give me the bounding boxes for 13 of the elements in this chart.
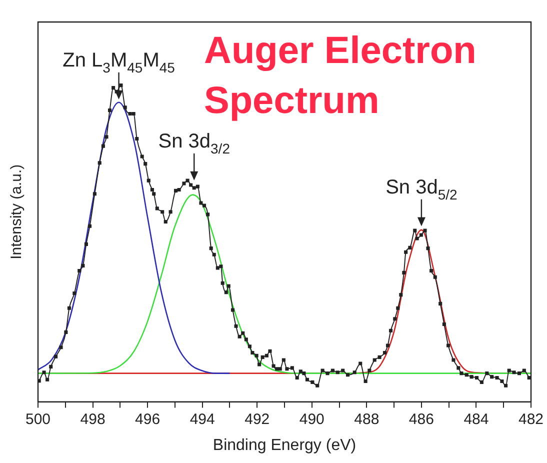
- x-tick-label: 498: [80, 410, 106, 428]
- y-axis-title: Intensity (a.u.): [8, 164, 26, 260]
- x-axis-title: Binding Energy (eV): [212, 436, 356, 454]
- chart-title: Auger Electron Spectrum: [204, 29, 478, 124]
- x-tick-label: 484: [464, 410, 489, 428]
- x-tick-label: 488: [354, 410, 380, 428]
- x-tick-label: 490: [299, 410, 324, 428]
- x-tick-label: 486: [408, 410, 434, 428]
- x-tick-label: 492: [244, 410, 270, 428]
- x-tick-label: 494: [190, 410, 215, 428]
- x-tick-label: 482: [518, 410, 544, 428]
- x-tick-label: 496: [135, 410, 160, 428]
- x-tick-label: 500: [25, 410, 51, 428]
